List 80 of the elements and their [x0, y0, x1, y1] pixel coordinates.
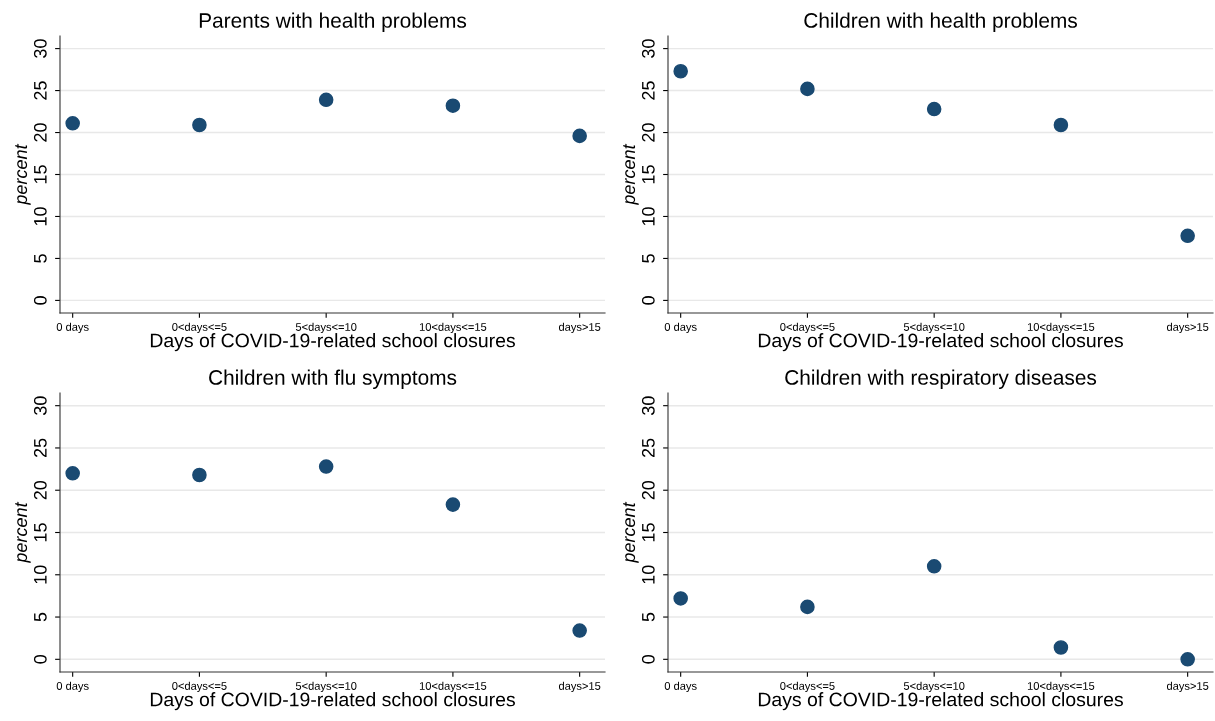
x-tick-label: 10<days<=15 — [1027, 322, 1095, 334]
point — [1053, 640, 1069, 655]
y-tick-label: 30 — [641, 39, 655, 58]
y-tick-label: 20 — [33, 480, 47, 500]
y-tick-label: 15 — [642, 523, 655, 542]
point — [192, 117, 207, 133]
y-tick-label: 15 — [34, 165, 47, 184]
x-tick-label: days>15 — [558, 681, 601, 693]
y-tick-label: 10 — [33, 207, 47, 226]
x-tick-label: 0 days — [664, 322, 697, 334]
x-tick-label: 10<days<=15 — [419, 322, 487, 334]
y-tick-label: 25 — [33, 81, 47, 100]
x-tick-label: 5<days<=10 — [903, 322, 965, 334]
x-tick-label: 10<days<=15 — [419, 681, 487, 693]
x-tick-label: 5<days<=10 — [903, 681, 965, 693]
point — [65, 116, 80, 131]
y-axis-title: percent — [15, 143, 31, 206]
x-tick-label: 0<days<=5 — [172, 681, 227, 693]
y-tick-label: 20 — [33, 123, 47, 142]
y-tick-label: 30 — [33, 396, 47, 416]
point — [65, 466, 80, 481]
y-axis-title: percent — [15, 501, 31, 564]
y-tick-label: 5 — [642, 254, 655, 263]
point — [192, 467, 207, 483]
y-tick-label: 30 — [641, 396, 655, 416]
chart-title: Children with health problems — [804, 12, 1077, 32]
x-tick-label: days>15 — [558, 322, 601, 334]
chart-title: Children with respiratory diseases — [785, 369, 1097, 389]
y-tick-label: 0 — [641, 655, 655, 664]
y-axis-title: percent — [623, 143, 639, 206]
x-tick-label: 5<days<=10 — [295, 322, 357, 334]
y-tick-label: 0 — [33, 296, 47, 305]
y-tick-label: 0 — [641, 296, 655, 305]
y-tick-label: 10 — [33, 565, 47, 584]
x-axis-title: Days of COVID-19-related school closures — [758, 333, 1123, 352]
y-tick-label: 10 — [641, 565, 655, 584]
x-tick-label: 0<days<=5 — [172, 322, 227, 334]
point — [318, 459, 334, 474]
y-tick-label: 5 — [642, 612, 655, 622]
point — [800, 81, 815, 97]
y-tick-label: 25 — [641, 81, 655, 100]
x-tick-label: 0<days<=5 — [780, 322, 835, 334]
point — [445, 497, 461, 512]
point — [572, 623, 587, 638]
x-tick-label: 0 days — [664, 681, 697, 693]
point — [445, 98, 461, 113]
x-tick-label: 10<days<=15 — [1027, 681, 1095, 693]
point — [800, 599, 815, 615]
x-tick-label: 5<days<=10 — [295, 681, 357, 693]
point — [926, 101, 942, 117]
y-tick-label: 25 — [33, 438, 47, 458]
point — [673, 591, 688, 606]
y-tick-label: 5 — [34, 254, 47, 263]
y-tick-label: 25 — [641, 438, 655, 458]
y-tick-label: 15 — [34, 523, 47, 542]
x-tick-label: 0<days<=5 — [780, 681, 835, 693]
y-tick-label: 5 — [34, 612, 47, 622]
y-axis-title: percent — [623, 501, 639, 564]
x-axis-title: Days of COVID-19-related school closures — [150, 692, 515, 711]
y-tick-label: 20 — [641, 123, 655, 142]
point — [1053, 117, 1069, 133]
point — [673, 63, 688, 79]
x-axis-title: Days of COVID-19-related school closures — [758, 692, 1123, 711]
x-axis-title: Days of COVID-19-related school closures — [150, 333, 515, 352]
x-tick-label: days>15 — [1166, 322, 1209, 334]
y-tick-label: 10 — [641, 207, 655, 226]
y-tick-label: 30 — [33, 39, 47, 58]
point — [318, 92, 334, 108]
x-tick-label: days>15 — [1166, 681, 1209, 693]
x-tick-label: 0 days — [56, 322, 89, 334]
y-tick-label: 20 — [641, 480, 655, 500]
chart-title: Parents with health problems — [199, 12, 467, 32]
point — [572, 128, 587, 144]
point — [926, 559, 942, 574]
point — [1180, 652, 1195, 667]
x-tick-label: 0 days — [56, 681, 89, 693]
chart-title: Children with flu symptoms — [209, 369, 457, 389]
y-tick-label: 0 — [33, 655, 47, 664]
y-tick-label: 15 — [642, 165, 655, 184]
point — [1180, 228, 1195, 244]
